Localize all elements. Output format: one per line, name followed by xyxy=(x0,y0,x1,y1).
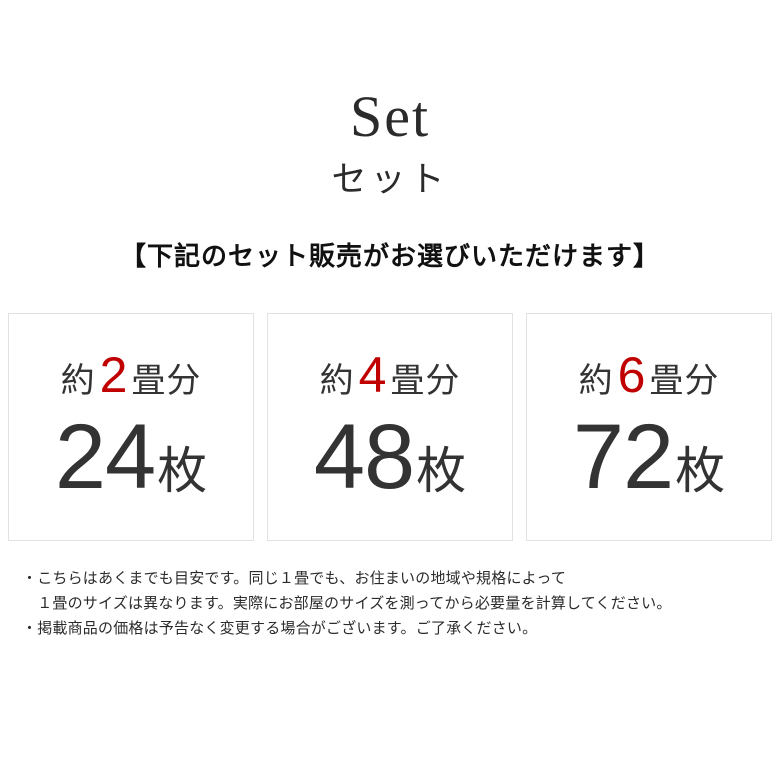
count-number: 72 xyxy=(572,405,674,508)
count-label: 24 枚 xyxy=(55,409,207,505)
area-label: 約 2 畳分 xyxy=(60,346,202,403)
page-title-english: Set xyxy=(349,84,431,149)
set-option-card[interactable]: 約 2 畳分 24 枚 xyxy=(8,313,254,541)
count-unit: 枚 xyxy=(157,442,208,499)
footnote-item: ・こちらはあくまでも目安です。同じ１畳でも、お住まいの地域や規格によって １畳の… xyxy=(22,570,672,612)
area-suffix: 畳分 xyxy=(649,361,720,400)
count-label: 72 枚 xyxy=(573,409,725,505)
area-suffix: 畳分 xyxy=(131,361,202,400)
area-label: 約 6 畳分 xyxy=(578,346,720,403)
area-label: 約 4 畳分 xyxy=(319,346,461,403)
set-option-card[interactable]: 約 6 畳分 72 枚 xyxy=(526,313,772,541)
area-number: 2 xyxy=(99,346,128,403)
footnotes: ・こちらはあくまでも目安です。同じ１畳でも、お住まいの地域や規格によって １畳の… xyxy=(22,566,766,641)
count-unit: 枚 xyxy=(675,442,726,499)
set-options-group: 約 2 畳分 24 枚 約 4 畳分 48 枚 約 6 xyxy=(8,313,772,541)
footnote-item: ・掲載商品の価格は予告なく変更する場合がございます。ご了承ください。 xyxy=(22,620,538,637)
area-prefix: 約 xyxy=(319,361,355,400)
page-header: Set セット xyxy=(0,86,780,200)
area-suffix: 畳分 xyxy=(390,361,461,400)
count-label: 48 枚 xyxy=(314,409,466,505)
subtitle-banner: 【下記のセット販売がお選びいただけます】 xyxy=(119,241,660,271)
count-unit: 枚 xyxy=(416,442,467,499)
count-number: 24 xyxy=(54,405,156,508)
set-option-card[interactable]: 約 4 畳分 48 枚 xyxy=(267,313,513,541)
area-prefix: 約 xyxy=(578,361,614,400)
area-number: 6 xyxy=(617,346,646,403)
page-title-japanese: セット xyxy=(331,160,449,199)
area-prefix: 約 xyxy=(60,361,96,400)
area-number: 4 xyxy=(358,346,387,403)
count-number: 48 xyxy=(313,405,415,508)
